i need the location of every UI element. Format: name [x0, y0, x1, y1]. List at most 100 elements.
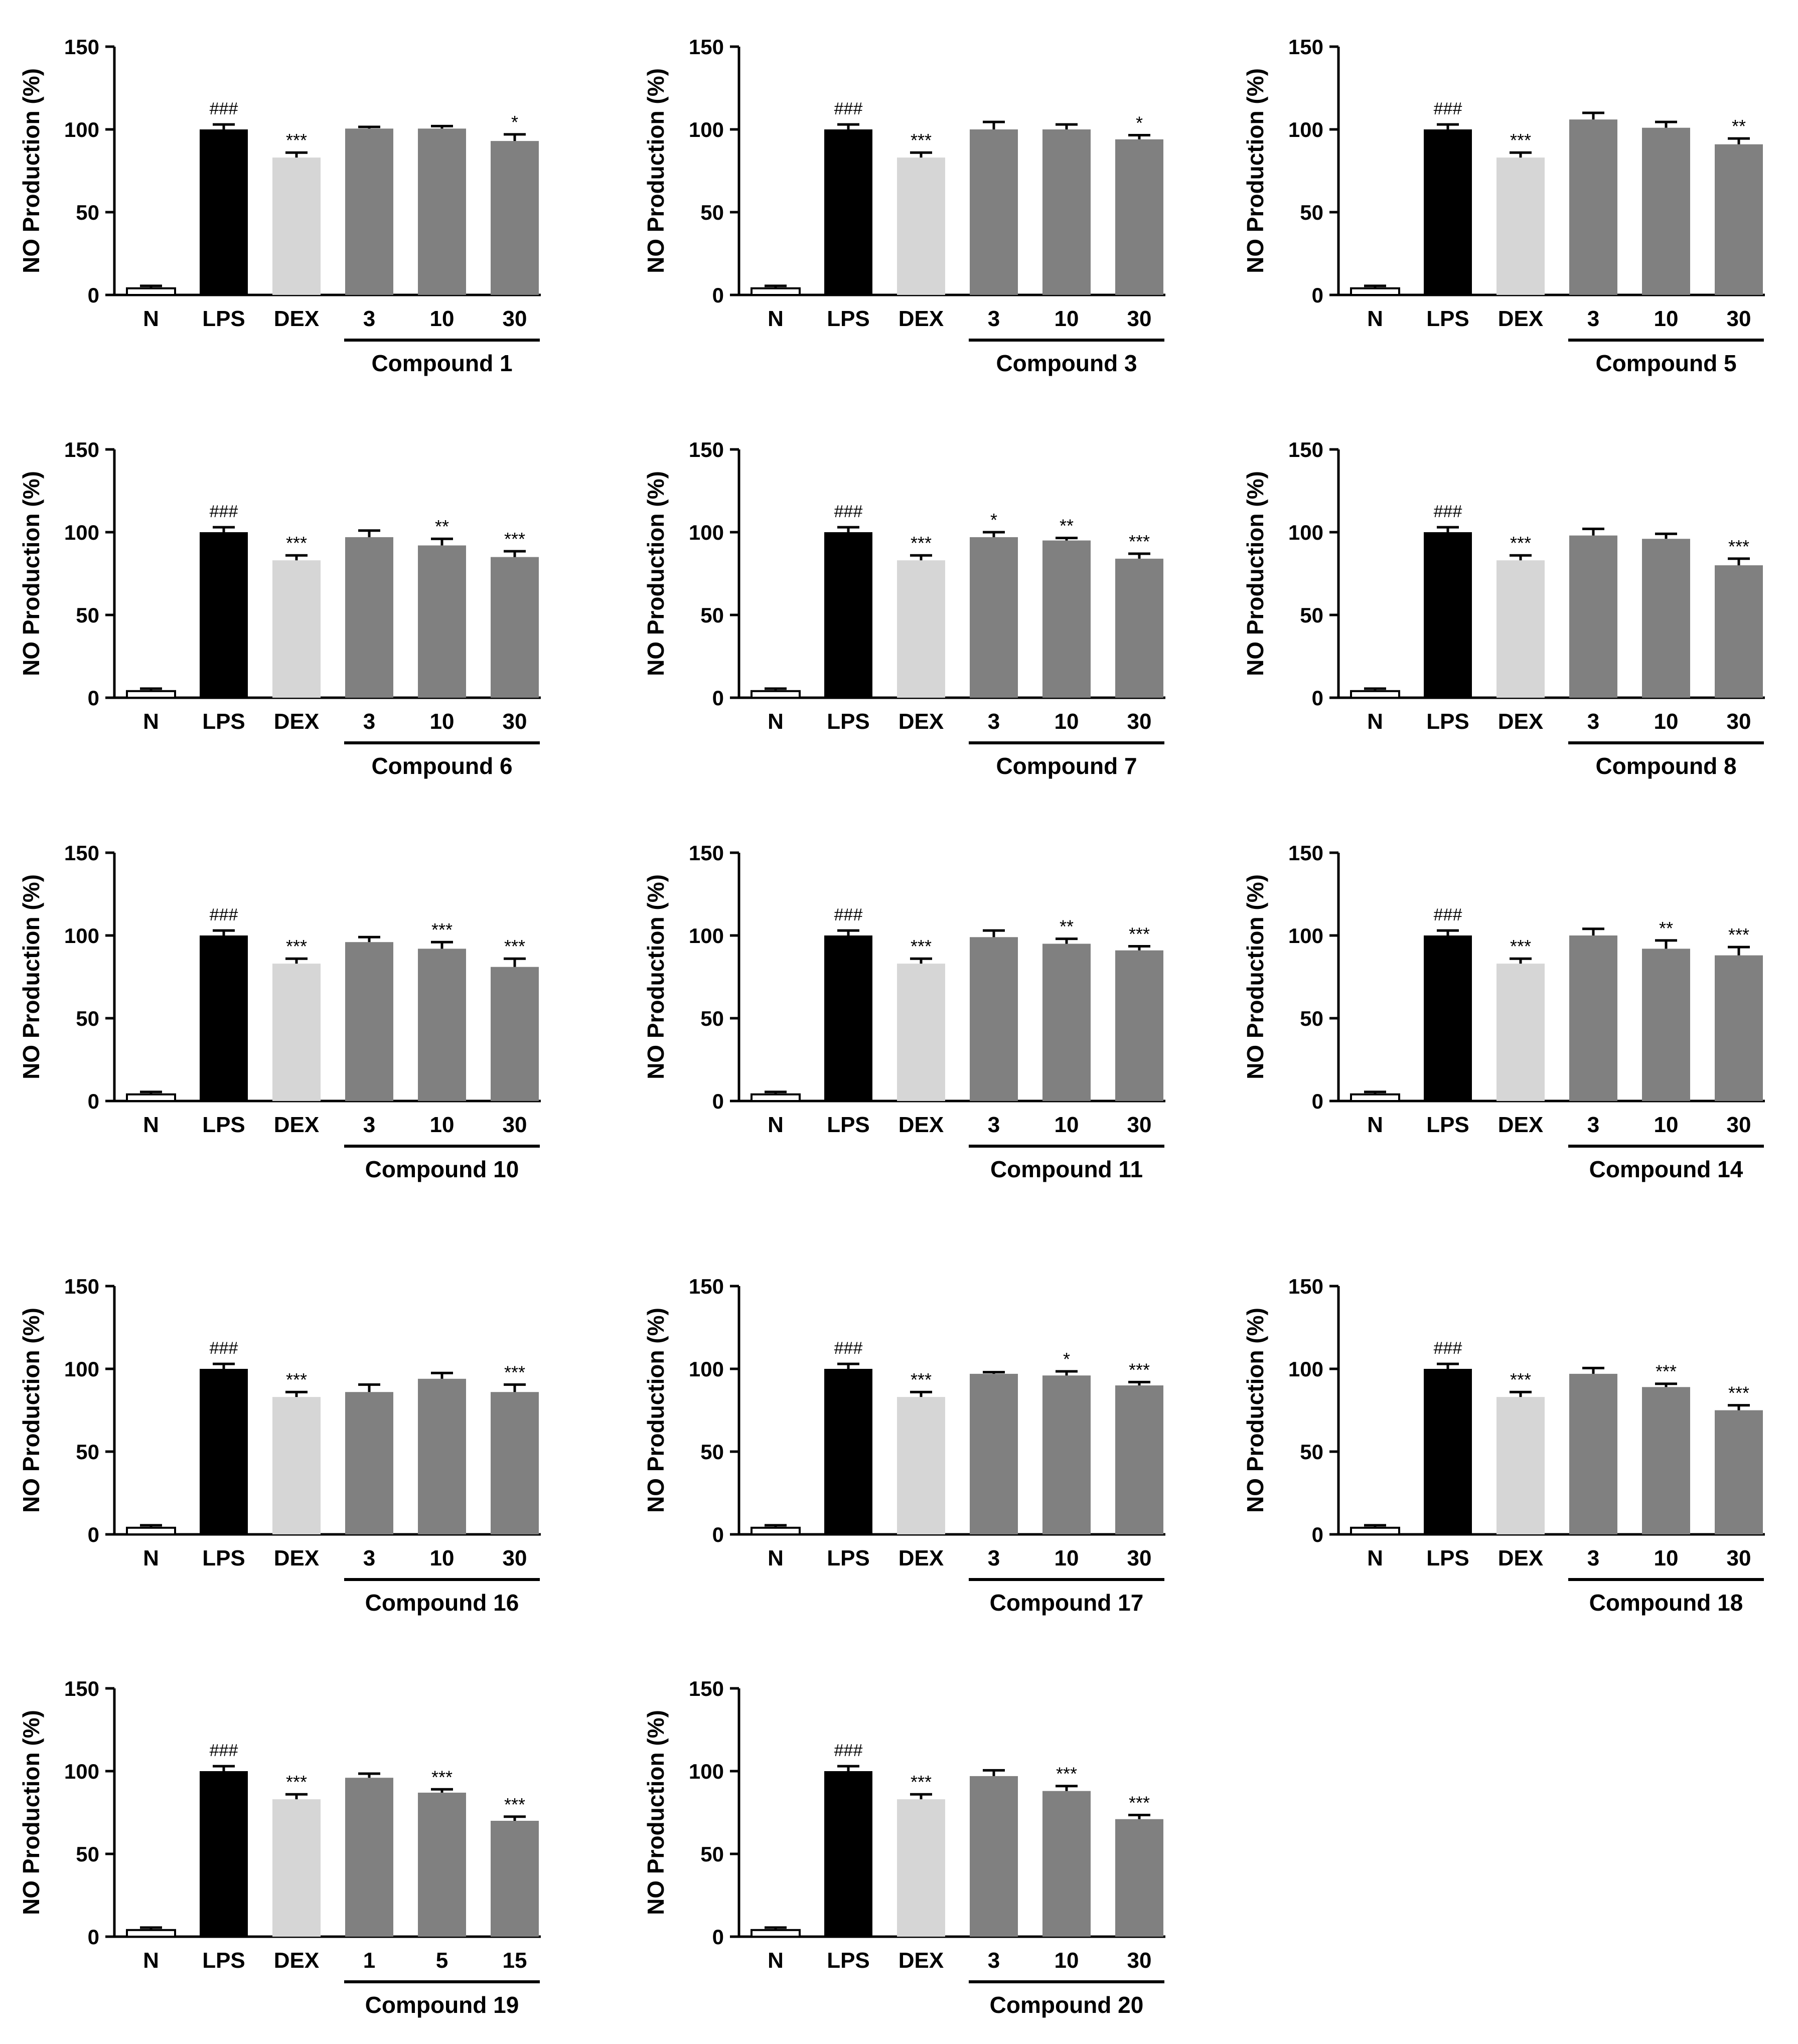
bar-LPS	[200, 532, 248, 698]
x-tick-label: 30	[503, 1113, 527, 1137]
x-tick-label: 10	[1654, 709, 1679, 734]
y-axis-label: NO Production (%)	[643, 471, 669, 676]
x-tick-label: N	[1367, 709, 1383, 734]
y-axis-label: NO Production (%)	[643, 68, 669, 273]
bar-LPS	[200, 1369, 248, 1534]
y-tick-label: 100	[689, 924, 724, 948]
significance-label: **	[1659, 918, 1673, 938]
bar-15	[491, 1821, 539, 1937]
x-tick-label: LPS	[827, 1546, 870, 1570]
bar-DEX	[1496, 964, 1545, 1101]
chart-panel: NO Production (%) 0 50 100 150 N ### LPS *** DEX 3…	[1242, 1275, 1765, 1616]
bar-N	[1350, 1526, 1400, 1536]
x-tick-label: 30	[1727, 709, 1751, 734]
x-tick-label: 10	[1055, 1546, 1079, 1570]
y-tick-label: 150	[1288, 1275, 1323, 1298]
bar-DEX	[1496, 560, 1545, 698]
chart-panel: NO Production (%) 0 50 100 150 N ### LPS *** DEX 3…	[18, 1275, 541, 1616]
x-tick-label: 10	[1055, 306, 1079, 331]
x-tick-label: 30	[503, 1546, 527, 1570]
bar-10	[1042, 944, 1091, 1101]
y-axis-label: NO Production (%)	[643, 1710, 669, 1915]
y-tick-label: 0	[1312, 686, 1323, 710]
y-axis-label: NO Production (%)	[1242, 874, 1268, 1079]
y-tick-label: 100	[1288, 118, 1323, 141]
bar-LPS	[824, 1369, 872, 1534]
y-axis-label: NO Production (%)	[18, 1710, 44, 1915]
y-tick-label: 100	[64, 118, 99, 141]
bar-DEX	[272, 158, 321, 295]
y-tick-label: 100	[1288, 521, 1323, 544]
significance-label: ***	[431, 919, 453, 940]
x-tick-label: LPS	[1426, 306, 1469, 331]
bar-10	[1042, 540, 1091, 698]
y-tick-label: 100	[1288, 1357, 1323, 1381]
significance-label: ***	[1728, 536, 1749, 557]
x-tick-label: 3	[363, 1113, 375, 1137]
y-tick-label: 100	[689, 521, 724, 544]
y-tick-label: 150	[689, 35, 724, 59]
bar-3	[970, 937, 1018, 1101]
bar-N	[751, 690, 801, 699]
bar-10	[418, 949, 466, 1101]
x-tick-label: 10	[430, 1113, 455, 1137]
compound-label: Compound 5	[1595, 350, 1736, 376]
bar-N	[126, 1929, 176, 1938]
bar-LPS	[200, 935, 248, 1101]
significance-label: ***	[504, 936, 525, 957]
compound-label: Compound 10	[365, 1156, 519, 1182]
x-tick-label: DEX	[1498, 1113, 1543, 1137]
bar-N	[126, 1526, 176, 1536]
x-tick-label: DEX	[274, 1948, 319, 1973]
bar-N	[1350, 1093, 1400, 1103]
x-tick-label: N	[143, 1546, 159, 1570]
compound-label: Compound 18	[1589, 1590, 1743, 1616]
significance-label: ***	[504, 529, 525, 549]
significance-label: ***	[286, 130, 307, 150]
x-tick-label: 30	[1127, 1546, 1152, 1570]
x-tick-label: LPS	[202, 1546, 245, 1570]
bar-30	[1115, 1819, 1163, 1937]
significance-label: ***	[1129, 1792, 1150, 1813]
y-tick-label: 50	[700, 603, 724, 627]
x-tick-label: 10	[1654, 1546, 1679, 1570]
bar-10	[1042, 1791, 1091, 1937]
bar-N	[751, 287, 801, 296]
significance-label: ***	[431, 1767, 453, 1787]
bar-LPS	[824, 935, 872, 1101]
bar-30	[1715, 144, 1763, 295]
x-tick-label: 3	[988, 709, 1000, 734]
bar-3	[1569, 535, 1617, 698]
x-tick-label: DEX	[898, 709, 944, 734]
significance-label: ###	[210, 502, 238, 521]
significance-label: ***	[1510, 1369, 1531, 1390]
y-axis-label: NO Production (%)	[643, 874, 669, 1079]
bar-DEX	[272, 964, 321, 1101]
bar-LPS	[200, 129, 248, 295]
significance-label: ###	[1434, 502, 1462, 521]
x-tick-label: N	[768, 1113, 784, 1137]
y-tick-label: 100	[64, 1357, 99, 1381]
y-tick-label: 50	[1300, 1007, 1323, 1030]
x-tick-label: DEX	[274, 1113, 319, 1137]
bar-LPS	[824, 129, 872, 295]
compound-label: Compound 1	[371, 350, 512, 376]
significance-label: ###	[210, 99, 238, 118]
x-tick-label: LPS	[827, 1113, 870, 1137]
bar-30	[491, 1392, 539, 1534]
significance-label: ***	[1656, 1361, 1677, 1382]
x-tick-label: 3	[1587, 1113, 1599, 1137]
x-tick-label: 3	[1587, 709, 1599, 734]
bar-5	[418, 1792, 466, 1937]
x-tick-label: LPS	[202, 1948, 245, 1973]
x-tick-label: 1	[363, 1948, 375, 1973]
y-tick-label: 50	[76, 603, 99, 627]
significance-label: ###	[1434, 1339, 1462, 1358]
x-tick-label: 10	[430, 1546, 455, 1570]
bar-10	[1642, 949, 1690, 1101]
bar-1	[345, 1778, 393, 1937]
x-tick-label: LPS	[827, 306, 870, 331]
y-tick-label: 150	[64, 438, 99, 461]
y-tick-label: 150	[1288, 438, 1323, 461]
chart-panel: NO Production (%) 0 50 100 150 N ### LPS *** DEX 3…	[1242, 438, 1765, 779]
